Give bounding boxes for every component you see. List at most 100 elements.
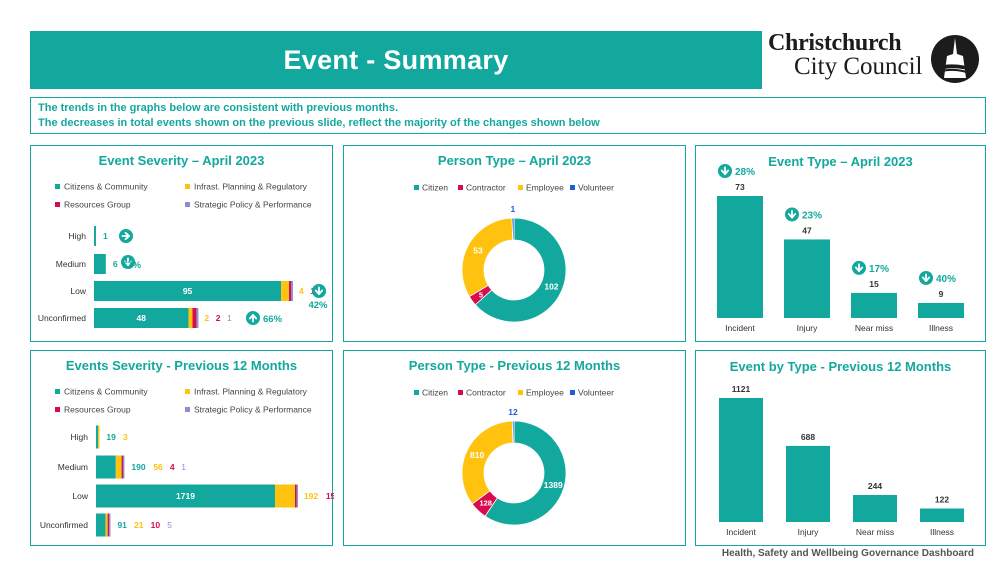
category-label: Injury — [798, 527, 820, 537]
event-severity-april-panel: Event Severity – April 2023 Citizens & C… — [30, 145, 333, 342]
events-severity-12m-panel: Events Severity - Previous 12 Months Cit… — [30, 350, 334, 546]
data-label: 122 — [935, 495, 949, 505]
arrow-down-icon — [919, 270, 933, 285]
cathedral-logo-icon — [931, 35, 979, 83]
legend-swatch — [185, 407, 190, 412]
note-line-2: The decreases in total events shown on t… — [38, 117, 600, 129]
category-label: Incident — [726, 527, 756, 537]
trend-label: 40% — [936, 274, 956, 285]
data-label: 102 — [544, 282, 558, 292]
bar — [717, 196, 763, 318]
data-label: 91 — [117, 520, 127, 530]
legend-swatch — [570, 185, 575, 190]
bar-segment — [294, 484, 297, 508]
data-label: 1389 — [544, 480, 563, 490]
bar-segment — [96, 513, 106, 537]
legend-item: Contractor — [466, 388, 506, 398]
legend-swatch — [185, 202, 190, 207]
category-label: Near miss — [855, 323, 893, 333]
note-line-1: The trends in the graphs below are consi… — [38, 102, 398, 114]
data-label: 1 — [510, 204, 515, 214]
category-label: Near miss — [856, 527, 894, 537]
category-label: Low — [70, 286, 86, 296]
legend-swatch — [518, 185, 523, 190]
bar-segment — [281, 281, 290, 301]
chart-title: Event by Type - Previous 12 Months — [729, 359, 952, 374]
trend-label: 23% — [802, 210, 822, 221]
legend-swatch — [185, 184, 190, 189]
data-label: 12 — [508, 407, 518, 417]
bar-segment — [107, 513, 110, 537]
bar-segment — [188, 308, 193, 328]
category-label: Illness — [930, 527, 954, 537]
data-label: 73 — [735, 182, 745, 192]
bar — [853, 495, 897, 522]
title-bar: Event - Summary — [30, 31, 762, 89]
data-label: 53 — [473, 245, 483, 255]
event-severity-april-chart: Citizens & Community Infrast. Planning & … — [38, 182, 328, 328]
bar-segment — [291, 281, 293, 301]
legend-swatch — [458, 390, 463, 395]
logo-line-2: City Council — [794, 53, 923, 80]
category-label: Unconfirmed — [38, 313, 86, 323]
legend-item: Volunteer — [578, 183, 614, 193]
data-label: 1 — [103, 231, 108, 241]
data-label: 21 — [134, 520, 144, 530]
bar-segment — [96, 455, 116, 479]
bar-segment — [289, 281, 291, 301]
category-label: Medium — [58, 462, 88, 472]
category-label: Low — [72, 491, 88, 501]
bar-segment — [94, 226, 96, 246]
bar-segment — [123, 455, 125, 479]
event-type-april-panel: Event Type – April 2023 73 Incident 28% 47 I… — [695, 145, 986, 342]
event-by-type-12m-panel: Event by Type - Previous 12 Months 1121 I… — [695, 350, 986, 546]
data-label: 192 — [304, 491, 318, 501]
legend-item: Citizens & Community — [64, 387, 148, 397]
bar-segment — [121, 455, 124, 479]
legend-swatch — [414, 390, 419, 395]
data-label: 4 — [299, 286, 304, 296]
data-label: 5 — [167, 520, 172, 530]
chart-title: Event Severity – April 2023 — [98, 153, 265, 168]
category-label: Unconfirmed — [40, 520, 88, 530]
legend-item: Employee — [526, 183, 564, 193]
legend-item: Strategic Policy & Performance — [194, 200, 312, 210]
legend-item: Employee — [526, 388, 564, 398]
data-label: 15 — [869, 279, 879, 289]
donut-slice — [461, 420, 514, 505]
legend-swatch — [185, 389, 190, 394]
bar-segment — [192, 308, 197, 328]
legend-swatch — [55, 389, 60, 394]
bar-segment — [115, 455, 122, 479]
data-label: 688 — [801, 432, 815, 442]
chart-title: Person Type – April 2023 — [437, 153, 592, 168]
person-type-12m-chart: Citizen Contractor Employee Volunteer 1389 12… — [414, 388, 614, 526]
arrow-down-icon — [312, 284, 326, 298]
bar — [918, 302, 964, 318]
data-label: 128 — [479, 499, 492, 508]
bar-segment — [94, 254, 106, 274]
arrow-down-icon — [785, 207, 799, 222]
bar-segment — [94, 308, 189, 328]
page-title: Event - Summary — [283, 44, 509, 75]
bar-segment — [96, 484, 275, 508]
data-label: 5 — [479, 290, 483, 299]
chart-title: Events Severity - Previous 12 Months — [65, 358, 298, 373]
arrow-down-icon — [852, 260, 866, 275]
logo-line-1: Christchurch — [768, 30, 902, 56]
legend-item: Infrast. Planning & Regulatory — [194, 387, 308, 397]
person-type-12m-panel: Person Type - Previous 12 Months Citizen… — [343, 350, 686, 546]
data-label: 4 — [170, 462, 175, 472]
data-label: 1 — [181, 462, 186, 472]
chart-title: Person Type - Previous 12 Months — [408, 358, 621, 373]
data-label: 9 — [939, 289, 944, 299]
legend-item: Resources Group — [64, 200, 131, 210]
bar-segment — [94, 281, 282, 301]
data-label: 56 — [153, 462, 163, 472]
data-label: 48 — [137, 313, 147, 323]
trend-label: 42% — [308, 300, 328, 311]
bar — [786, 445, 830, 522]
data-label: 6 — [113, 259, 118, 269]
data-label: 95 — [183, 286, 193, 296]
legend-swatch — [55, 202, 60, 207]
